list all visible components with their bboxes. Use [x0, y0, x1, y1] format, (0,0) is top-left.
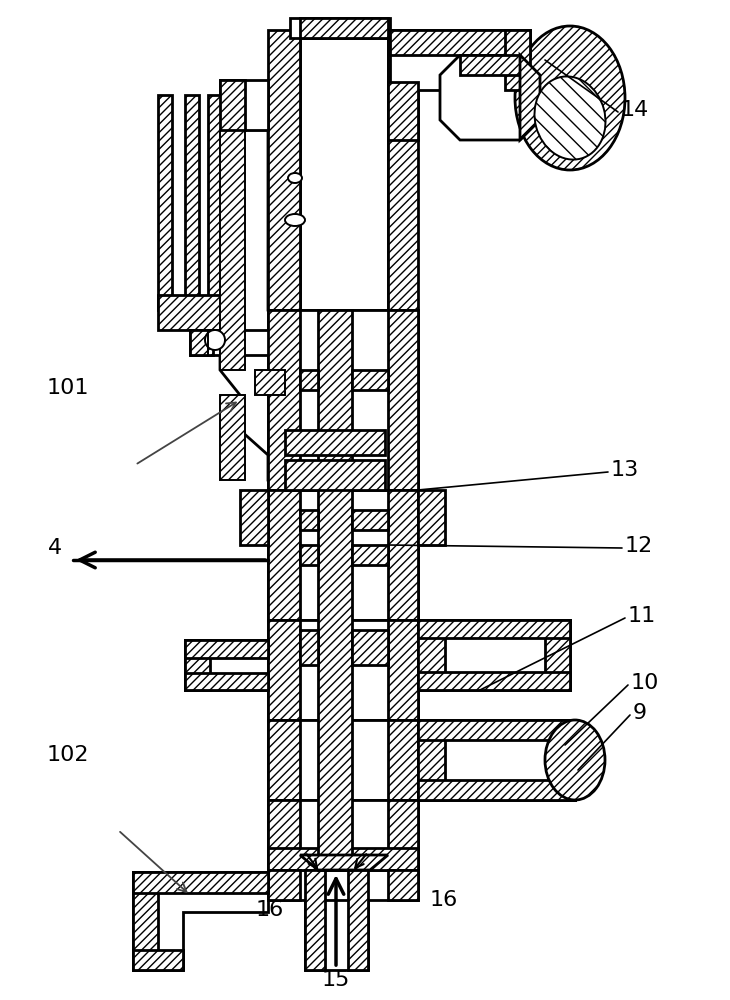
Polygon shape — [268, 620, 418, 720]
Polygon shape — [268, 720, 300, 800]
Polygon shape — [190, 330, 213, 355]
Polygon shape — [545, 620, 570, 690]
Polygon shape — [418, 620, 570, 638]
Polygon shape — [268, 870, 300, 900]
Polygon shape — [285, 430, 385, 455]
Polygon shape — [388, 720, 418, 800]
Polygon shape — [133, 872, 268, 893]
Polygon shape — [220, 80, 245, 130]
Polygon shape — [418, 490, 445, 545]
Polygon shape — [418, 720, 575, 740]
Polygon shape — [388, 490, 418, 620]
Text: 12: 12 — [625, 536, 653, 556]
Polygon shape — [185, 95, 199, 310]
Polygon shape — [208, 95, 222, 310]
Polygon shape — [255, 370, 285, 395]
Polygon shape — [300, 630, 318, 665]
Polygon shape — [300, 545, 318, 565]
Text: 16: 16 — [430, 890, 458, 910]
Polygon shape — [418, 720, 575, 800]
Polygon shape — [285, 460, 385, 490]
Polygon shape — [300, 30, 388, 310]
Text: 101: 101 — [47, 378, 89, 398]
Polygon shape — [352, 510, 388, 530]
Polygon shape — [268, 720, 418, 800]
Polygon shape — [268, 310, 418, 490]
Polygon shape — [305, 870, 325, 970]
Polygon shape — [133, 872, 268, 970]
Polygon shape — [220, 395, 245, 480]
Ellipse shape — [205, 330, 225, 350]
Polygon shape — [300, 510, 318, 530]
Polygon shape — [220, 80, 268, 130]
Polygon shape — [388, 800, 418, 870]
Text: 15: 15 — [322, 970, 350, 990]
Text: 4: 4 — [48, 538, 62, 558]
Polygon shape — [388, 82, 418, 140]
Ellipse shape — [545, 720, 605, 800]
Text: 9: 9 — [633, 703, 647, 723]
Text: 14: 14 — [621, 100, 649, 120]
Polygon shape — [290, 18, 390, 38]
Polygon shape — [300, 855, 388, 870]
Ellipse shape — [288, 173, 302, 183]
Ellipse shape — [515, 26, 625, 170]
Ellipse shape — [534, 76, 605, 160]
Polygon shape — [418, 720, 445, 800]
Text: 16: 16 — [256, 900, 284, 920]
Polygon shape — [268, 490, 300, 620]
Polygon shape — [268, 800, 300, 870]
Polygon shape — [300, 370, 318, 390]
Polygon shape — [352, 630, 388, 665]
Polygon shape — [505, 30, 530, 90]
Polygon shape — [388, 620, 418, 720]
Polygon shape — [440, 55, 540, 140]
Polygon shape — [268, 620, 300, 720]
Polygon shape — [268, 870, 418, 900]
Polygon shape — [133, 950, 183, 970]
Polygon shape — [550, 720, 575, 800]
Polygon shape — [352, 545, 388, 565]
Polygon shape — [133, 872, 158, 970]
Text: 10: 10 — [631, 673, 659, 693]
Polygon shape — [268, 490, 418, 620]
Polygon shape — [418, 620, 445, 690]
Polygon shape — [268, 30, 300, 310]
Text: 13: 13 — [611, 460, 639, 480]
Polygon shape — [268, 800, 418, 870]
Polygon shape — [352, 370, 388, 390]
Polygon shape — [185, 640, 268, 690]
Polygon shape — [220, 130, 245, 370]
Polygon shape — [418, 620, 570, 690]
Polygon shape — [185, 673, 268, 690]
Polygon shape — [390, 30, 530, 90]
Polygon shape — [418, 780, 575, 800]
Polygon shape — [268, 310, 300, 490]
Polygon shape — [220, 130, 300, 480]
Polygon shape — [460, 55, 520, 75]
Polygon shape — [348, 870, 368, 970]
Polygon shape — [318, 310, 352, 870]
Polygon shape — [185, 640, 210, 690]
Polygon shape — [388, 30, 418, 310]
Text: 11: 11 — [628, 606, 656, 626]
Polygon shape — [185, 640, 268, 658]
Text: 102: 102 — [47, 745, 89, 765]
Polygon shape — [388, 310, 418, 490]
Ellipse shape — [285, 214, 305, 226]
Polygon shape — [305, 870, 368, 970]
Polygon shape — [268, 848, 418, 870]
Polygon shape — [300, 18, 388, 38]
Polygon shape — [158, 95, 172, 310]
Polygon shape — [240, 490, 268, 545]
Polygon shape — [418, 672, 570, 690]
Polygon shape — [388, 870, 418, 900]
Polygon shape — [158, 295, 225, 330]
Polygon shape — [390, 30, 530, 55]
Polygon shape — [520, 55, 540, 140]
Polygon shape — [190, 330, 270, 355]
